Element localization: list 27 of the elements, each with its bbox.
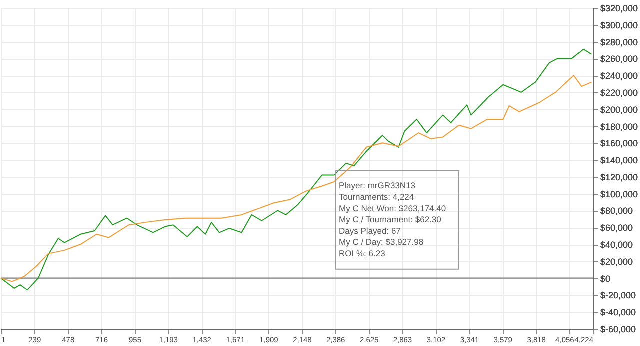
- y-tick-label: $180,000: [600, 122, 638, 132]
- y-tick-label: $-40,000: [600, 308, 636, 318]
- y-tick-label: $20,000: [600, 256, 634, 267]
- annotation: Tournaments: 4,224: [339, 192, 414, 202]
- y-tick-label: $220,000: [600, 88, 638, 98]
- y-tick-label: $160,000: [600, 138, 638, 149]
- y-tick-label: $240,000: [600, 71, 638, 82]
- y-tick-label: $200,000: [600, 104, 638, 115]
- y-tick-label: $100,000: [600, 189, 638, 200]
- y-tick-label: $300,000: [600, 20, 638, 30]
- y-tick-label: $-60,000: [600, 324, 636, 334]
- y-tick-label: $0: [600, 274, 611, 284]
- y-tick-label: $260,000: [600, 54, 638, 64]
- y-tick-label: $40,000: [600, 240, 634, 250]
- annotation: My C / Tournament: $62.30: [339, 214, 442, 225]
- annotation: Days Played: 67: [339, 226, 402, 236]
- y-tick-label: $140,000: [600, 156, 638, 166]
- annotation: ROI %: 6.23: [339, 248, 386, 259]
- annotation: Player: mrGR33N13: [339, 180, 416, 191]
- y-tick-label: $320,000: [600, 4, 638, 14]
- y-tick-label: $60,000: [600, 223, 634, 234]
- y-tick-label: $80,000: [600, 206, 634, 216]
- y-tick-label: $-20,000: [600, 290, 636, 301]
- y-tick-label: $280,000: [600, 37, 638, 48]
- annotation: My C / Day: $3,927.98: [339, 237, 424, 248]
- annotation: My C Net Won: $263,174.40: [339, 203, 446, 214]
- y-tick-label: $120,000: [600, 172, 638, 182]
